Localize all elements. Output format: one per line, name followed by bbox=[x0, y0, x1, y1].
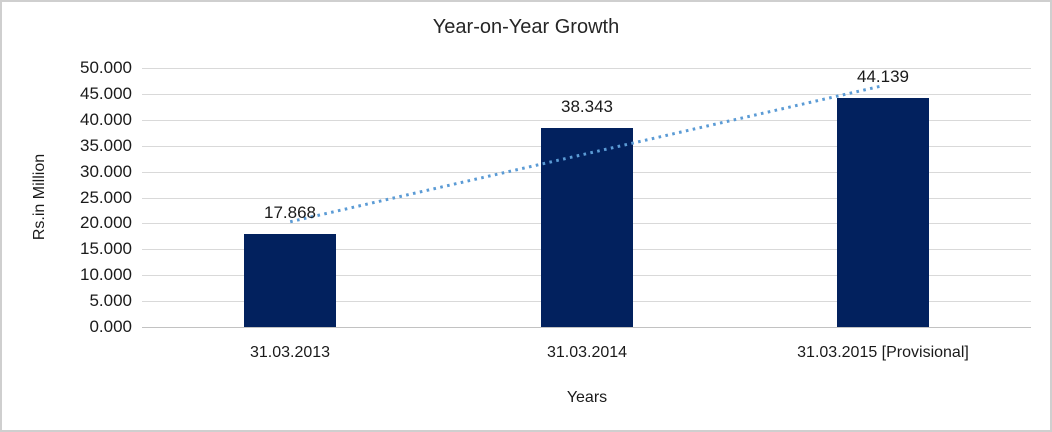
y-tick-label: 40.000 bbox=[80, 110, 132, 129]
gridline bbox=[142, 120, 1031, 121]
x-tick-label: 31.03.2015 [Provisional] bbox=[797, 344, 969, 361]
y-tick-label: 20.000 bbox=[80, 213, 132, 232]
gridline bbox=[142, 94, 1031, 95]
x-tick-label: 31.03.2014 bbox=[546, 344, 628, 361]
plot-area: 17.868 38.343 44.139 bbox=[142, 67, 1031, 328]
bar-data-label: 17.868 bbox=[264, 203, 316, 222]
y-tick-label: 35.000 bbox=[80, 136, 132, 155]
y-tick-label: 30.000 bbox=[80, 162, 132, 181]
bar bbox=[541, 128, 633, 327]
x-tick-label: 31.03.2013 bbox=[249, 344, 331, 361]
y-tick-label: 45.000 bbox=[80, 84, 132, 103]
bar bbox=[837, 98, 929, 327]
y-tick-label: 5.000 bbox=[89, 291, 132, 310]
x-axis-title: Years bbox=[566, 389, 608, 406]
bar-data-label: 38.343 bbox=[561, 97, 613, 116]
y-tick-label: 10.000 bbox=[80, 265, 132, 284]
gridline bbox=[142, 68, 1031, 69]
chart-title: Year-on-Year Growth bbox=[432, 16, 620, 38]
y-tick-label: 25.000 bbox=[80, 188, 132, 207]
y-tick-label: 0.000 bbox=[89, 317, 132, 336]
bar-data-label: 44.139 bbox=[857, 67, 909, 86]
bar bbox=[244, 234, 336, 327]
y-tick-label: 15.000 bbox=[80, 239, 132, 258]
y-tick-label: 50.000 bbox=[80, 58, 132, 77]
x-axis-line bbox=[142, 327, 1031, 328]
